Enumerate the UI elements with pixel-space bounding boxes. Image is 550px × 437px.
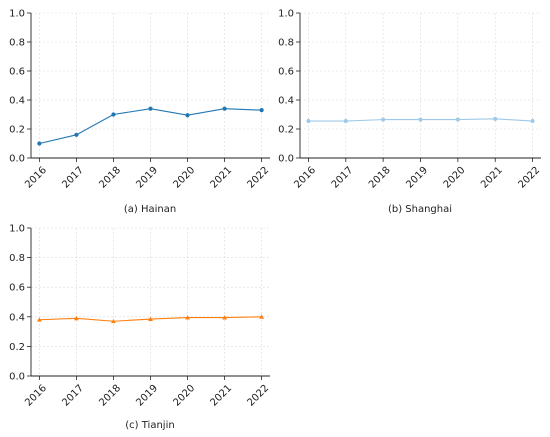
data-point [259, 108, 264, 113]
data-point [74, 132, 79, 137]
y-tick-label: 0.8 [278, 38, 294, 49]
y-tick-label: 0.0 [9, 154, 25, 165]
x-tick-label: 2016 [292, 165, 318, 191]
x-tick-label: 2016 [23, 165, 49, 191]
chart-panel-2: 0.0 0.2 0.4 0.6 0.8 1.0 2016 2017 2018 2019 2020 20… [278, 9, 542, 216]
x-tick-label: 2018 [367, 165, 393, 191]
y-tick-label: 0.4 [9, 312, 25, 323]
y-tick-label: 0.0 [278, 154, 294, 165]
chart-caption: (c) Tianjin [125, 420, 174, 431]
grid-lines [31, 227, 270, 377]
y-tick-label: 0.2 [9, 342, 25, 353]
data-point [185, 315, 190, 320]
y-tick-label: 1.0 [9, 9, 25, 20]
y-tick-label: 0.2 [278, 125, 294, 136]
x-tick-label: 2018 [97, 383, 123, 409]
x-tick-label: 2017 [60, 383, 86, 409]
x-tick-label: 2022 [246, 165, 272, 191]
data-point [259, 314, 265, 319]
x-tick-label: 2020 [171, 165, 197, 191]
data-point [493, 116, 498, 121]
x-tick-label: 2019 [404, 165, 430, 191]
x-tick-label: 2021 [479, 165, 505, 191]
x-tick-label: 2021 [208, 165, 234, 191]
y-tick-label: 1.0 [9, 224, 25, 235]
y-tick-label: 0.6 [278, 67, 294, 78]
data-point [222, 106, 227, 111]
x-tick-label: 2018 [97, 165, 123, 191]
data-point [111, 112, 116, 117]
x-tick-label: 2020 [442, 165, 468, 191]
x-tick-label: 2019 [134, 165, 160, 191]
chart-panel-3: 0.0 0.2 0.4 0.6 0.8 1.0 2016 2017 2018 2019 2020 20… [9, 224, 271, 432]
x-tick-label: 2022 [516, 165, 542, 191]
y-tick-label: 0.8 [9, 253, 25, 264]
x-tick-label: 2020 [171, 383, 197, 409]
data-point [185, 113, 190, 118]
data-point [74, 315, 79, 321]
data-point [418, 117, 423, 122]
chart-panel-1: 0.0 0.2 0.4 0.6 0.8 1.0 2016 2017 2018 2019 2020 20… [9, 9, 271, 216]
data-point [222, 315, 227, 320]
grid-lines [300, 12, 541, 159]
data-point [148, 106, 153, 111]
data-point [36, 317, 42, 322]
x-tick-label: 2016 [23, 383, 49, 409]
x-tick-label: 2017 [60, 165, 86, 191]
y-tick-label: 0.4 [278, 96, 294, 107]
y-tick-label: 0.6 [9, 283, 25, 294]
data-point [37, 141, 42, 146]
data-point [381, 117, 386, 122]
chart-caption: (a) Hainan [124, 204, 176, 215]
x-tick-label: 2017 [330, 165, 356, 191]
x-tick-label: 2019 [134, 383, 160, 409]
chart-caption: (b) Shanghai [388, 204, 452, 215]
y-tick-label: 0.6 [9, 67, 25, 78]
x-tick-label: 2022 [246, 383, 272, 409]
grid-lines [31, 12, 270, 159]
data-point [148, 316, 153, 321]
y-tick-label: 0.8 [9, 38, 25, 49]
y-tick-label: 0.2 [9, 125, 25, 136]
data-point [343, 118, 348, 124]
data-point [530, 118, 535, 124]
data-point [455, 117, 460, 122]
y-tick-label: 0.4 [9, 96, 25, 107]
data-point [306, 118, 311, 124]
data-point [111, 318, 116, 324]
y-tick-label: 0.0 [9, 372, 25, 383]
x-tick-label: 2021 [208, 383, 234, 409]
y-tick-label: 1.0 [278, 9, 294, 20]
